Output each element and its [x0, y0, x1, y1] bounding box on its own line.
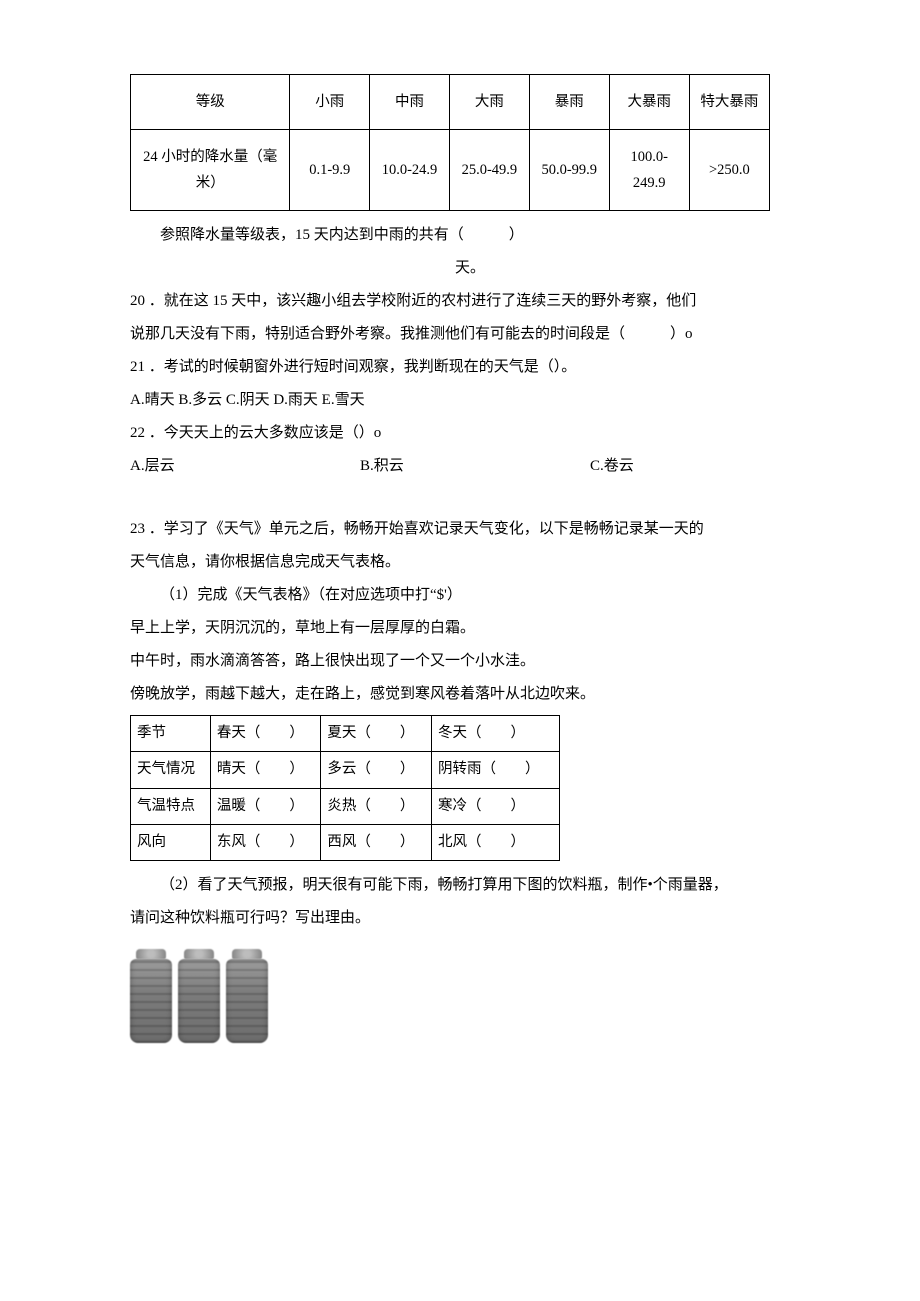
header-cell: 大雨	[449, 75, 529, 130]
question-23-sub2-line1: （2）看了天气预报，明天很有可能下雨，畅畅打算用下图的饮料瓶，制作•个雨量器，	[130, 869, 810, 902]
option-cell: 阴转雨（ ）	[431, 752, 559, 788]
option-cell: 西风（ ）	[321, 824, 432, 860]
bottle-image	[130, 949, 810, 1045]
option-cell: 夏天（ ）	[321, 716, 432, 752]
table-row: 气温特点 温暖（ ） 炎热（ ） 寒冷（ ）	[131, 788, 560, 824]
option-cell: 寒冷（ ）	[431, 788, 559, 824]
option-cell: 春天（ ）	[210, 716, 321, 752]
row-label: 天气情况	[131, 752, 211, 788]
question-23-line1: 23 ．学习了《天气》单元之后，畅畅开始喜欢记录天气变化，以下是畅畅记录某一天的	[130, 513, 810, 546]
option-cell: 温暖（ ）	[210, 788, 321, 824]
data-cell: >250.0	[689, 130, 769, 211]
desc-morning: 早上上学，天阴沉沉的，草地上有一层厚厚的白霜。	[130, 612, 810, 645]
data-cell: 50.0-99.9	[529, 130, 609, 211]
question-22-options: A.层云 B.积云 C.卷云	[130, 450, 810, 483]
row-label: 气温特点	[131, 788, 211, 824]
header-cell: 大暴雨	[609, 75, 689, 130]
option-cell: 多云（ ）	[321, 752, 432, 788]
question-23-sub2-line2: 请问这种饮料瓶可行吗？写出理由。	[130, 902, 810, 935]
bottle-icon	[178, 949, 220, 1045]
option-a: A.层云	[130, 450, 360, 483]
question-20-line2: 说那几天没有下雨，特别适合野外考察。我推测他们有可能去的时间段是（ ）o	[130, 318, 810, 351]
question-21-options: A.晴天 B.多云 C.阴天 D.雨天 E.雪天	[130, 384, 810, 417]
header-cell: 小雨	[290, 75, 370, 130]
header-cell: 中雨	[370, 75, 450, 130]
row-label: 24 小时的降水量（毫米）	[131, 130, 290, 211]
header-cell: 暴雨	[529, 75, 609, 130]
option-cell: 北风（ ）	[431, 824, 559, 860]
option-b: B.积云	[360, 450, 590, 483]
header-cell: 等级	[131, 75, 290, 130]
row-label: 风向	[131, 824, 211, 860]
after-table-text-2: 天。	[130, 252, 810, 285]
option-c: C.卷云	[590, 450, 634, 483]
desc-evening: 傍晚放学，雨越下越大，走在路上，感觉到寒风卷着落叶从北边吹来。	[130, 678, 810, 711]
data-cell: 100.0-249.9	[609, 130, 689, 211]
question-22: 22 ．今天天上的云大多数应该是（）o	[130, 417, 810, 450]
table-row: 季节 春天（ ） 夏天（ ） 冬天（ ）	[131, 716, 560, 752]
question-23-line2: 天气信息，请你根据信息完成天气表格。	[130, 546, 810, 579]
table-row: 等级 小雨 中雨 大雨 暴雨 大暴雨 特大暴雨	[131, 75, 770, 130]
question-20-line1: 20 ．就在这 15 天中，该兴趣小组去学校附近的农村进行了连续三天的野外考察，…	[130, 285, 810, 318]
option-cell: 晴天（ ）	[210, 752, 321, 788]
table-row: 24 小时的降水量（毫米） 0.1-9.9 10.0-24.9 25.0-49.…	[131, 130, 770, 211]
desc-noon: 中午时，雨水滴滴答答，路上很快出现了一个又一个小水洼。	[130, 645, 810, 678]
bottle-icon	[130, 949, 172, 1045]
table-row: 风向 东风（ ） 西风（ ） 北风（ ）	[131, 824, 560, 860]
row-label: 季节	[131, 716, 211, 752]
question-23-sub1: （1）完成《天气表格》（在对应选项中打“$'）	[130, 579, 810, 612]
option-cell: 冬天（ ）	[431, 716, 559, 752]
option-cell: 炎热（ ）	[321, 788, 432, 824]
option-cell: 东风（ ）	[210, 824, 321, 860]
bottle-icon	[226, 949, 268, 1045]
weather-form-table: 季节 春天（ ） 夏天（ ） 冬天（ ） 天气情况 晴天（ ） 多云（ ） 阴转…	[130, 715, 560, 861]
table-row: 天气情况 晴天（ ） 多云（ ） 阴转雨（ ）	[131, 752, 560, 788]
data-cell: 25.0-49.9	[449, 130, 529, 211]
data-cell: 10.0-24.9	[370, 130, 450, 211]
rain-grade-table: 等级 小雨 中雨 大雨 暴雨 大暴雨 特大暴雨 24 小时的降水量（毫米） 0.…	[130, 74, 770, 211]
after-table-text-1: 参照降水量等级表，15 天内达到中雨的共有（ ）	[130, 219, 810, 252]
question-21: 21 ．考试的时候朝窗外进行短时间观察，我判断现在的天气是（）。	[130, 351, 810, 384]
header-cell: 特大暴雨	[689, 75, 769, 130]
data-cell: 0.1-9.9	[290, 130, 370, 211]
